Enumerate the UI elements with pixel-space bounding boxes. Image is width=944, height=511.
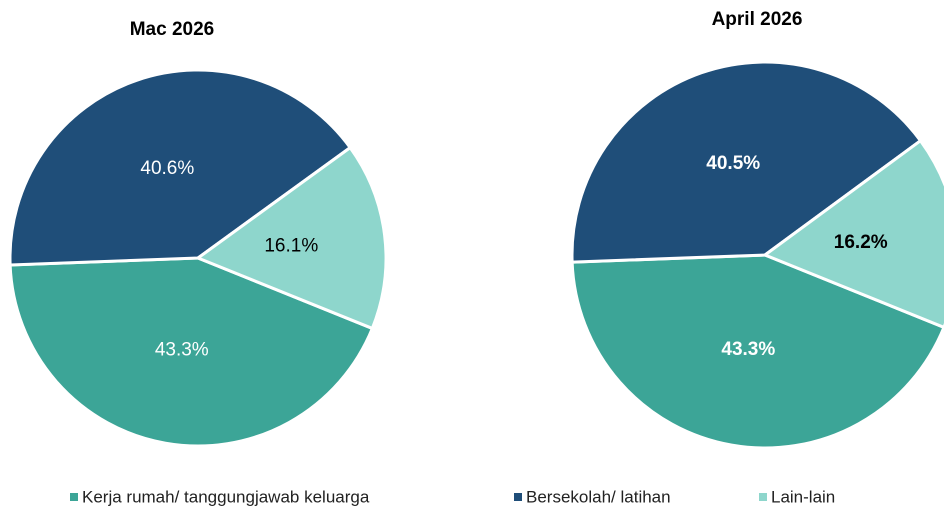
data-label: 40.5% [706,153,760,174]
pie-slice [570,60,923,264]
chart-title: April 2026 [712,9,803,30]
pie-slice [8,256,375,448]
data-label: 40.6% [140,158,194,179]
legend-label: Lain-lain [771,487,835,506]
chart-title: Mac 2026 [130,19,215,40]
data-label: 16.2% [834,232,888,253]
pie-slice [194,145,388,331]
pie-slice [570,253,944,450]
data-label: 43.3% [155,340,209,361]
legend-swatch [70,493,78,501]
pie-slice [8,68,353,267]
legend-label: Kerja rumah/ tanggungjawab keluarga [82,487,370,506]
pie-slice [761,138,944,329]
data-label: 16.1% [264,236,318,257]
legend-swatch [759,493,767,501]
legend-label: Bersekolah/ latihan [526,487,671,506]
legend-swatch [514,493,522,501]
data-label: 43.3% [721,339,775,360]
